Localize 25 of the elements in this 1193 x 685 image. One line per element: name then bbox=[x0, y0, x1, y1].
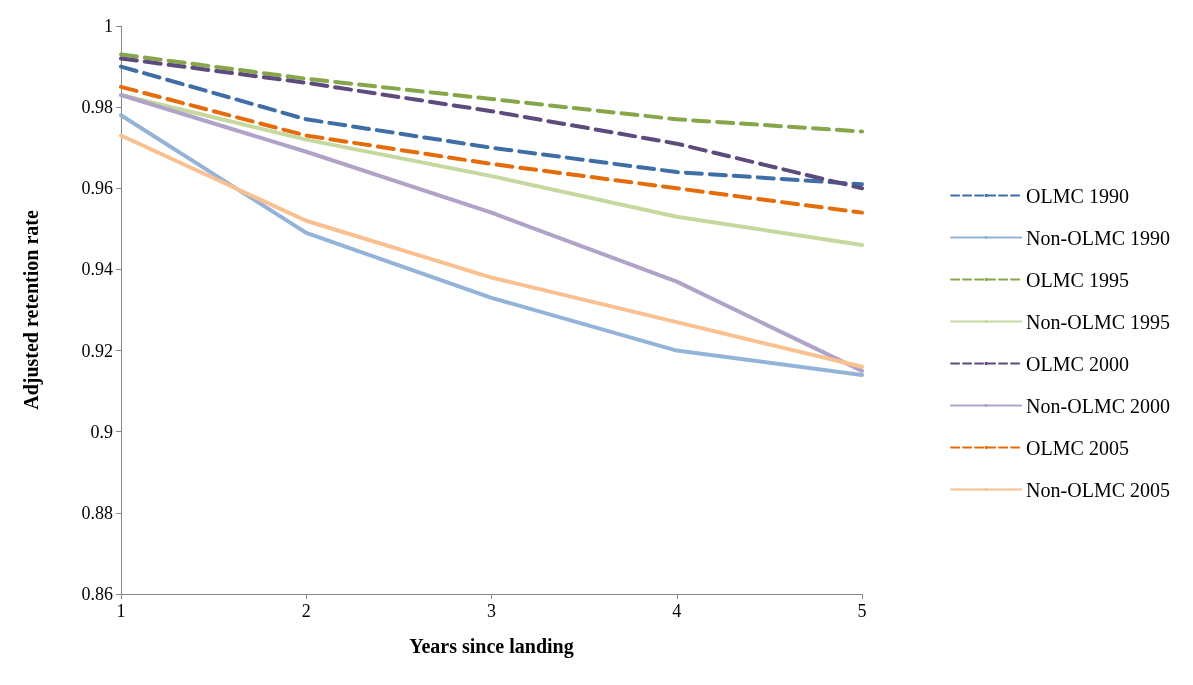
legend-label: OLMC 2000 bbox=[1026, 352, 1129, 375]
y-tick-label: 0.9 bbox=[90, 421, 113, 442]
legend-label: Non-OLMC 2005 bbox=[1026, 478, 1170, 501]
legend-label: OLMC 1995 bbox=[1026, 268, 1129, 291]
line-series bbox=[119, 84, 864, 215]
x-tick-label: 5 bbox=[857, 601, 867, 621]
x-tick-label: 2 bbox=[301, 601, 311, 621]
x-tick-label: 4 bbox=[672, 601, 682, 621]
y-axis-title: Adjusted retention rate bbox=[20, 210, 43, 410]
legend-label: Non-OLMC 1995 bbox=[1026, 310, 1170, 333]
line-series bbox=[119, 52, 864, 134]
y-tick-label: 1 bbox=[104, 16, 113, 36]
y-tick-label: 0.98 bbox=[81, 97, 113, 118]
x-tick-label: 1 bbox=[116, 601, 126, 621]
x-tick-label: 3 bbox=[487, 601, 496, 621]
legend-label: Non-OLMC 1990 bbox=[1026, 226, 1170, 249]
x-axis-title: Years since landing bbox=[409, 635, 574, 658]
legend-label: OLMC 1990 bbox=[1026, 184, 1129, 207]
legend-label: Non-OLMC 2000 bbox=[1026, 394, 1170, 417]
y-tick-label: 0.88 bbox=[81, 502, 113, 523]
legend-label: OLMC 2005 bbox=[1026, 436, 1129, 459]
y-tick-label: 0.96 bbox=[81, 178, 113, 199]
y-tick-label: 0.86 bbox=[81, 584, 113, 604]
y-tick-label: 0.94 bbox=[81, 259, 113, 280]
y-tick-label: 0.92 bbox=[81, 340, 113, 361]
